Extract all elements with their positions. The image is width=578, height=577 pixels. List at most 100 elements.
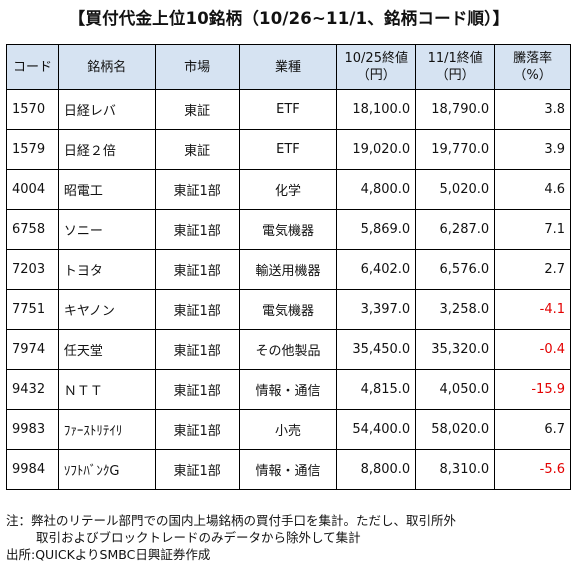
header-price-start-label: 10/25終値 [344, 51, 408, 66]
cell-market: 東証1部 [154, 209, 240, 250]
header-price-end: 11/1終値 （円） [415, 44, 496, 90]
cell-price-start: 19,020.0 [336, 129, 417, 170]
cell-price-end: 6,576.0 [415, 249, 496, 290]
cell-change: 3.9 [494, 129, 571, 170]
cell-industry: 輸送用機器 [238, 249, 338, 290]
cell-price-start: 4,800.0 [336, 169, 417, 210]
cell-industry: 情報・通信 [238, 369, 338, 410]
cell-industry: 電気機器 [238, 289, 338, 330]
header-price-start: 10/25終値 （円） [336, 44, 417, 90]
cell-price-end: 58,020.0 [415, 409, 496, 450]
cell-market: 東証1部 [154, 369, 240, 410]
table-row: 9432 ＮＴＴ 東証1部 情報・通信 4,815.0 4,050.0 -15.9 [6, 369, 571, 410]
cell-code: 7751 [6, 289, 59, 330]
cell-price-start: 35,450.0 [336, 329, 417, 370]
cell-price-start: 54,400.0 [336, 409, 417, 450]
table-row: 1579 日経２倍 東証 ETF 19,020.0 19,770.0 3.9 [6, 129, 571, 170]
cell-industry: 小売 [238, 409, 338, 450]
table-row: 9983 ﾌｧｰｽﾄﾘﾃｲﾘ 東証1部 小売 54,400.0 58,020.0 6.7 [6, 409, 571, 450]
table-row: 7751 キヤノン 東証1部 電気機器 3,397.0 3,258.0 -4.1 [6, 289, 571, 330]
cell-stock-name: ﾌｧｰｽﾄﾘﾃｲﾘ [57, 409, 156, 450]
cell-market: 東証1部 [154, 289, 240, 330]
cell-market: 東証 [154, 89, 240, 130]
footnote-line-2: 取引およびブロックトレードのみデータから除外して集計 [36, 530, 361, 545]
cell-price-start: 4,815.0 [336, 369, 417, 410]
table-row: 9984 ｿﾌﾄﾊﾞﾝｸG 東証1部 情報・通信 8,800.0 8,310.0 -5.6 [6, 449, 571, 490]
header-change-label: 騰落率 [513, 51, 553, 66]
cell-industry: その他製品 [238, 329, 338, 370]
cell-price-start: 8,800.0 [336, 449, 417, 490]
table-row: 7203 トヨタ 東証1部 輸送用機器 6,402.0 6,576.0 2.7 [6, 249, 571, 290]
cell-price-end: 4,050.0 [415, 369, 496, 410]
cell-code: 6758 [6, 209, 59, 250]
cell-change: -0.4 [494, 329, 571, 370]
cell-stock-name: 昭電工 [57, 169, 156, 210]
cell-stock-name: ＮＴＴ [57, 369, 156, 410]
cell-change: 6.7 [494, 409, 571, 450]
cell-stock-name: ｿﾌﾄﾊﾞﾝｸG [57, 449, 156, 490]
cell-change: -15.9 [494, 369, 571, 410]
cell-change: -5.6 [494, 449, 571, 490]
header-price-end-label: 11/1終値 [427, 51, 483, 66]
cell-industry: ETF [238, 129, 338, 170]
header-row: コード 銘柄名 市場 業種 10/25終値 （円） 11/1終値 （円） 騰落率… [6, 44, 571, 90]
footnote: 注：弊社のリテール部門での国内上場銘柄の買付手口を集計。ただし、取引所外 取引お… [6, 512, 574, 563]
header-name: 銘柄名 [57, 44, 156, 90]
cell-code: 9983 [6, 409, 59, 450]
header-price-end-unit: （円） [435, 68, 475, 83]
cell-stock-name: トヨタ [57, 249, 156, 290]
cell-price-start: 3,397.0 [336, 289, 417, 330]
cell-code: 1570 [6, 89, 59, 130]
cell-price-end: 3,258.0 [415, 289, 496, 330]
cell-price-end: 5,020.0 [415, 169, 496, 210]
cell-code: 9432 [6, 369, 59, 410]
cell-industry: 化学 [238, 169, 338, 210]
cell-market: 東証1部 [154, 329, 240, 370]
cell-change: 4.6 [494, 169, 571, 210]
cell-price-end: 8,310.0 [415, 449, 496, 490]
cell-change: 7.1 [494, 209, 571, 250]
cell-market: 東証1部 [154, 409, 240, 450]
cell-market: 東証1部 [154, 249, 240, 290]
cell-market: 東証1部 [154, 169, 240, 210]
cell-industry: 電気機器 [238, 209, 338, 250]
cell-stock-name: 任天堂 [57, 329, 156, 370]
table-title: 【買付代金上位10銘柄（10/26~11/1、銘柄コード順）】 [68, 9, 510, 28]
cell-price-end: 18,790.0 [415, 89, 496, 130]
cell-stock-name: 日経レバ [57, 89, 156, 130]
table-row: 1570 日経レバ 東証 ETF 18,100.0 18,790.0 3.8 [6, 89, 571, 130]
cell-market: 東証 [154, 129, 240, 170]
header-code: コード [6, 44, 59, 90]
cell-code: 7203 [6, 249, 59, 290]
top-10-stocks-table: コード 銘柄名 市場 業種 10/25終値 （円） 11/1終値 （円） 騰落率… [6, 44, 571, 490]
cell-change: 2.7 [494, 249, 571, 290]
cell-industry: 情報・通信 [238, 449, 338, 490]
cell-stock-name: ソニー [57, 209, 156, 250]
header-change: 騰落率 （%） [494, 44, 571, 90]
header-price-start-unit: （円） [356, 68, 396, 83]
cell-price-end: 19,770.0 [415, 129, 496, 170]
header-change-unit: （%） [513, 68, 552, 83]
table-row: 7974 任天堂 東証1部 その他製品 35,450.0 35,320.0 -0.4 [6, 329, 571, 370]
cell-price-start: 18,100.0 [336, 89, 417, 130]
cell-price-start: 6,402.0 [336, 249, 417, 290]
cell-code: 1579 [6, 129, 59, 170]
cell-stock-name: 日経２倍 [57, 129, 156, 170]
cell-change: 3.8 [494, 89, 571, 130]
cell-code: 7974 [6, 329, 59, 370]
table-row: 6758 ソニー 東証1部 電気機器 5,869.0 6,287.0 7.1 [6, 209, 571, 250]
cell-price-start: 5,869.0 [336, 209, 417, 250]
header-market: 市場 [154, 44, 240, 90]
cell-market: 東証1部 [154, 449, 240, 490]
cell-industry: ETF [238, 89, 338, 130]
table-row: 4004 昭電工 東証1部 化学 4,800.0 5,020.0 4.6 [6, 169, 571, 210]
cell-code: 4004 [6, 169, 59, 210]
header-industry: 業種 [238, 44, 338, 90]
cell-change: -4.1 [494, 289, 571, 330]
cell-price-end: 35,320.0 [415, 329, 496, 370]
cell-price-end: 6,287.0 [415, 209, 496, 250]
source-line: 出所:QUICKよりSMBC日興証券作成 [6, 547, 211, 562]
footnote-line-1: 注：弊社のリテール部門での国内上場銘柄の買付手口を集計。ただし、取引所外 [6, 513, 457, 528]
cell-stock-name: キヤノン [57, 289, 156, 330]
cell-code: 9984 [6, 449, 59, 490]
